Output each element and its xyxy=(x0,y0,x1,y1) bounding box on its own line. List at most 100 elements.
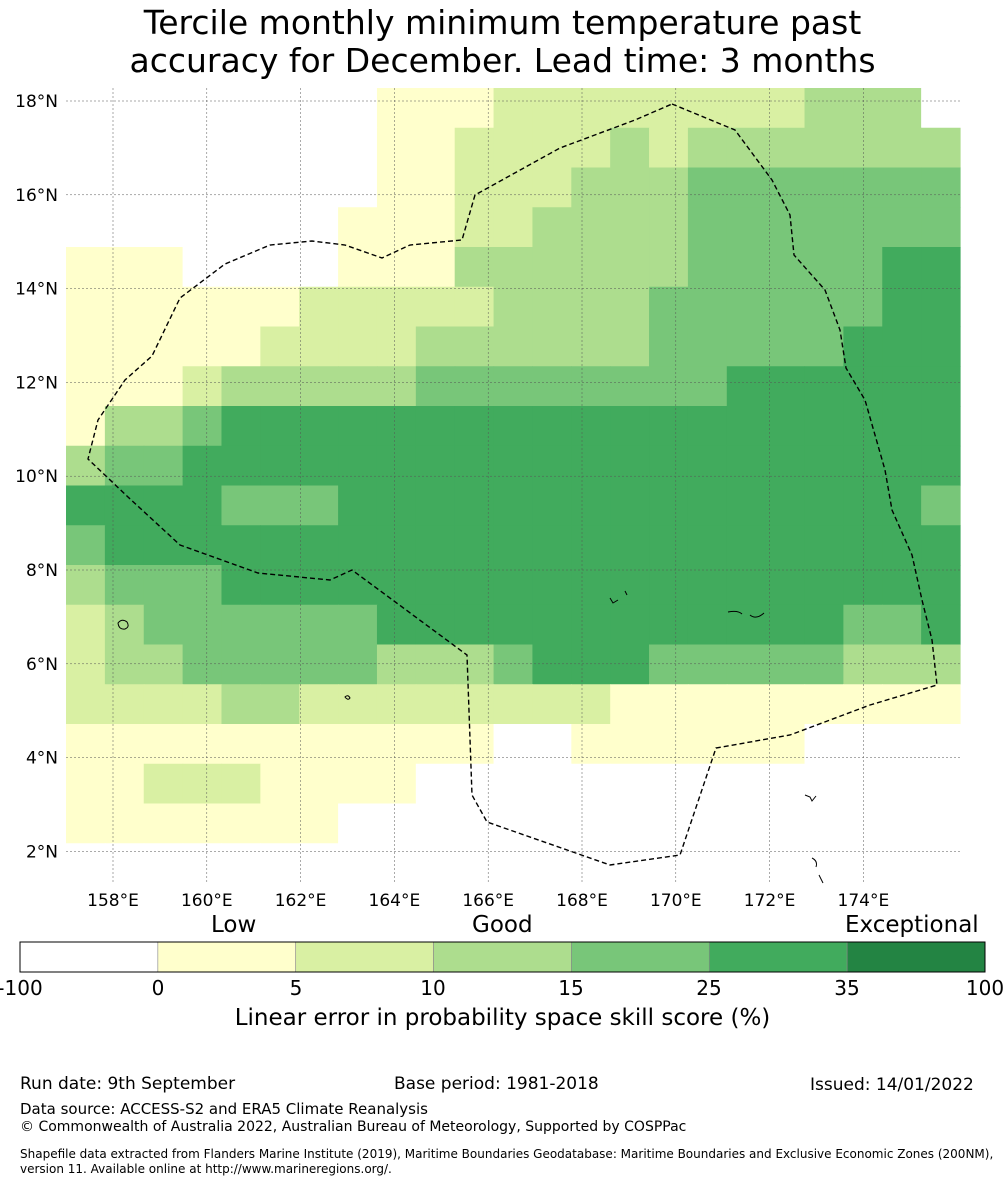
grid-cell xyxy=(804,644,844,685)
grid-cell xyxy=(921,88,961,129)
colorbar-label: Linear error in probability space skill … xyxy=(234,1005,771,1031)
longitude-tick-label: 162°E xyxy=(275,891,327,911)
grid-cell xyxy=(493,485,534,526)
grid-cell xyxy=(143,525,184,566)
grid-cell xyxy=(338,366,378,407)
colorbar-tick: 25 xyxy=(696,976,722,1000)
grid-cell xyxy=(649,207,689,248)
grid-cell xyxy=(143,247,184,288)
shapefile-credit-line-2: version 11. Available online at http://w… xyxy=(20,1162,392,1176)
grid-cell xyxy=(804,843,844,884)
grid-cell xyxy=(415,366,456,407)
grid-cell xyxy=(182,684,223,725)
grid-cell xyxy=(804,445,844,487)
longitude-tick-label: 172°E xyxy=(744,891,796,911)
grid-cell xyxy=(376,207,417,248)
grid-cell xyxy=(493,207,534,248)
grid-cell xyxy=(921,684,961,725)
grid-cell xyxy=(260,644,300,685)
grid-cell xyxy=(221,485,261,526)
grid-cell xyxy=(610,207,650,248)
grid-cell xyxy=(532,167,572,208)
grid-cell xyxy=(571,286,611,328)
grid-cell xyxy=(610,644,650,685)
grid-cell xyxy=(649,843,689,884)
grid-cell xyxy=(182,366,223,407)
eez-boundary-dashed-line xyxy=(87,103,938,866)
grid-cell xyxy=(415,88,456,129)
grid-cell xyxy=(221,286,261,328)
longitude-tick-label: 168°E xyxy=(556,891,608,911)
grid-cell xyxy=(649,127,689,169)
grid-cell xyxy=(726,366,767,407)
grid-cell xyxy=(454,366,495,407)
grid-cell xyxy=(726,286,767,328)
grid-cell xyxy=(182,843,223,884)
grid-cell xyxy=(610,565,650,606)
grid-cell xyxy=(726,326,767,367)
grid-cell xyxy=(221,88,261,129)
longitude-tick-label: 164°E xyxy=(369,891,421,911)
grid-cell xyxy=(182,445,223,487)
grid-cell xyxy=(299,803,339,844)
grid-cell xyxy=(921,366,961,407)
grid-cell xyxy=(104,724,145,765)
grid-cell xyxy=(532,88,572,129)
grid-cell xyxy=(143,604,184,646)
grid-cell xyxy=(415,604,456,646)
grid-cell xyxy=(66,406,106,447)
grid-cell xyxy=(649,763,689,805)
grid-cell xyxy=(687,167,728,208)
grid-cell xyxy=(882,366,922,407)
grid-cell xyxy=(532,684,572,725)
grid-cell xyxy=(338,326,378,367)
grid-cell xyxy=(610,803,650,844)
grid-cell xyxy=(338,803,378,844)
latitude-tick-label: 12°N xyxy=(15,373,58,393)
grid-cell xyxy=(221,843,261,884)
grid-cell xyxy=(66,565,106,606)
grid-cell xyxy=(765,684,806,725)
grid-cell xyxy=(571,485,611,526)
grid-cell xyxy=(882,604,922,646)
grid-cell xyxy=(726,604,767,646)
grid-cell xyxy=(532,247,572,288)
grid-cell xyxy=(143,286,184,328)
grid-cell xyxy=(843,167,883,208)
colorbar-segment xyxy=(708,941,848,973)
grid-cell xyxy=(571,88,611,129)
colorbar-tick: 100 xyxy=(965,976,1005,1000)
grid-cell xyxy=(182,127,223,169)
grid-cell xyxy=(299,525,339,566)
grid-cell xyxy=(338,763,378,805)
grid-cell xyxy=(921,485,961,526)
grid-cell xyxy=(299,207,339,248)
grid-cell xyxy=(843,684,883,725)
grid-cell xyxy=(726,684,767,725)
grid-cell xyxy=(765,366,806,407)
grid-cell xyxy=(687,485,728,526)
grid-cell xyxy=(921,803,961,844)
grid-cell xyxy=(182,406,223,447)
grid-cell xyxy=(532,803,572,844)
grid-cell xyxy=(726,843,767,884)
grid-cell xyxy=(415,644,456,685)
grid-cell xyxy=(726,525,767,566)
grid-cell xyxy=(182,604,223,646)
grid-cell xyxy=(454,247,495,288)
grid-cell xyxy=(687,604,728,646)
grid-cell xyxy=(726,247,767,288)
grid-cell xyxy=(843,485,883,526)
grid-cell xyxy=(571,724,611,765)
grid-cell xyxy=(338,485,378,526)
grid-cell xyxy=(260,604,300,646)
grid-cell xyxy=(921,604,961,646)
grid-cell xyxy=(66,485,106,526)
grid-cell xyxy=(299,843,339,884)
grid-cell xyxy=(765,724,806,765)
grid-cell xyxy=(182,88,223,129)
grid-cell xyxy=(610,127,650,169)
grid-cell xyxy=(493,803,534,844)
grid-cell xyxy=(571,684,611,725)
grid-cell xyxy=(376,803,417,844)
